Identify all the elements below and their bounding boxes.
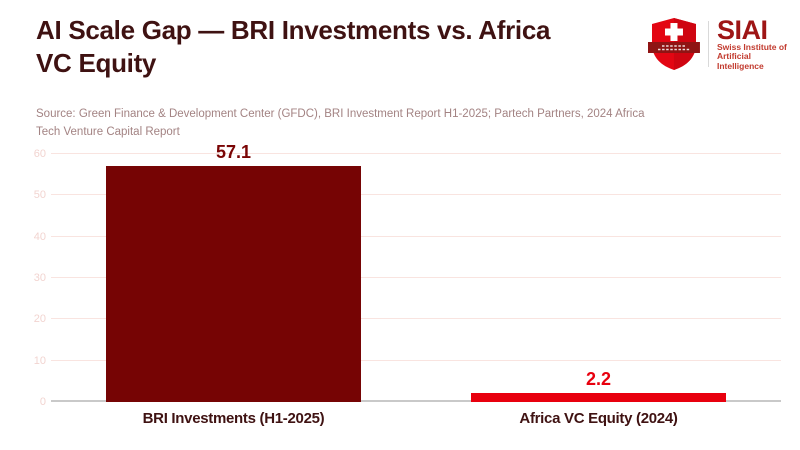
y-tick-label: 60 bbox=[33, 148, 46, 160]
bar-value-label: 57.1 bbox=[215, 142, 252, 162]
page-title: AI Scale Gap — BRI Investments vs. Afric… bbox=[36, 14, 550, 80]
gridline bbox=[51, 277, 781, 278]
bar-slot: 57.1 bbox=[51, 142, 416, 402]
y-tick-label: 20 bbox=[33, 313, 46, 326]
x-axis-line bbox=[51, 400, 781, 402]
gridline bbox=[51, 153, 781, 154]
gridline bbox=[51, 318, 781, 320]
logo-text: SIAI Swiss Institute of Artificial Intel… bbox=[716, 14, 800, 72]
bar-value-label: 2.2 bbox=[585, 368, 612, 389]
logo-divider bbox=[707, 21, 709, 67]
y-tick-label: 40 bbox=[33, 230, 46, 243]
y-tick-label: 0 bbox=[39, 396, 46, 408]
bars-row: 57.1 2.2 bbox=[51, 142, 781, 402]
bar-2: 2.2 bbox=[470, 369, 727, 402]
category-label: Africa VC Equity (2024) bbox=[519, 410, 678, 427]
plot-area: 57.1 2.2 0 10 20 30 40 50 60 bbox=[34, 142, 781, 408]
bar-slot: 2.2 bbox=[416, 154, 781, 402]
source-note-line-2: Tech Venture Capital Report bbox=[36, 125, 180, 138]
x-axis-labels: BRI Investments (H1-2025) Africa VC Equit… bbox=[51, 410, 781, 427]
logo-subtitle-line-1: Swiss Institute of bbox=[716, 41, 787, 52]
logo-subtitle-line-2: Artificial Intelligence bbox=[716, 51, 764, 71]
page-title-line-2: VC Equity bbox=[36, 48, 157, 78]
logo-wordmark: SIAI bbox=[716, 14, 768, 45]
gridline bbox=[51, 235, 781, 237]
y-tick-label: 30 bbox=[33, 272, 46, 284]
gridline bbox=[51, 359, 781, 361]
gridline bbox=[51, 194, 781, 196]
y-tick-label: 50 bbox=[33, 189, 46, 202]
y-tick-label: 10 bbox=[33, 354, 46, 367]
siai-logo: SIAI Swiss Institute of Artificial Intel… bbox=[648, 16, 800, 72]
swiss-shield-icon bbox=[648, 18, 700, 70]
category-label: BRI Investments (H1-2025) bbox=[142, 410, 325, 427]
page-title-line-1: AI Scale Gap — BRI Investments vs. Afric… bbox=[36, 15, 551, 45]
bar-1: 57.1 bbox=[105, 142, 362, 402]
source-note-line-1: Source: Green Finance & Development Cent… bbox=[36, 108, 645, 120]
source-note: Source: Green Finance & Development Cent… bbox=[36, 106, 645, 141]
